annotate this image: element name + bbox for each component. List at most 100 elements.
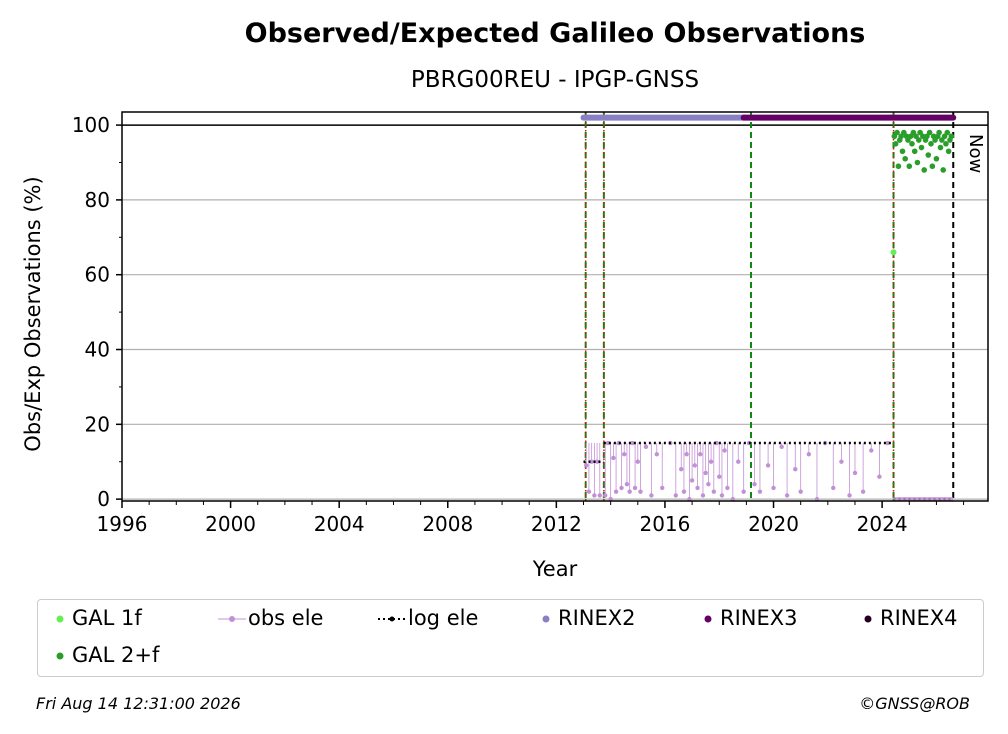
now-label: Now bbox=[965, 134, 986, 173]
y-tick-label-80: 80 bbox=[85, 188, 110, 212]
gal-2f-point-38 bbox=[943, 140, 949, 147]
obs-ele-point-43 bbox=[725, 485, 730, 491]
gal-2f-point-28 bbox=[929, 163, 936, 170]
obs-ele-point-46 bbox=[741, 489, 746, 494]
obs-ele-point-12 bbox=[619, 485, 624, 491]
obs-ele-point-66 bbox=[885, 440, 890, 446]
y-tick-label-0: 0 bbox=[97, 487, 110, 511]
footer-timestamp: Fri Aug 14 12:31:00 2026 bbox=[36, 694, 241, 713]
obs-ele-point-18 bbox=[635, 459, 640, 464]
gal-2f-point-39 bbox=[944, 129, 951, 136]
obs-ele-point-62 bbox=[852, 470, 858, 476]
gal-2f-point-18 bbox=[915, 137, 922, 143]
obs-ele-point-59 bbox=[831, 485, 836, 491]
obs-ele-point-22 bbox=[654, 452, 660, 457]
obs-ele-point-15 bbox=[627, 489, 632, 494]
obs-ele-point-13 bbox=[622, 452, 627, 457]
legend-marker-gal-1f bbox=[56, 615, 64, 623]
legend-item-gal-2f: GAL 2+f bbox=[52, 643, 159, 667]
legend-item-rinex4: RINEX4 bbox=[860, 606, 958, 630]
legend-item-log-ele: log ele bbox=[378, 606, 478, 630]
y-tick-label-100: 100 bbox=[72, 113, 110, 137]
obs-ele-point-19 bbox=[638, 489, 643, 494]
obs-ele-point-32 bbox=[695, 485, 700, 491]
obs-ele-point-40 bbox=[717, 474, 722, 479]
obs-ele-point-14 bbox=[624, 481, 630, 487]
legend-marker-obs-ele bbox=[218, 616, 246, 622]
gal-2f-point-25 bbox=[925, 152, 932, 158]
legend-marker-rinex4 bbox=[864, 615, 872, 623]
legend-item-obs-ele: obs ele bbox=[218, 606, 323, 630]
y-tick-label-20: 20 bbox=[85, 412, 110, 436]
obs-ele-point-64 bbox=[869, 448, 874, 453]
obs-ele-point-61 bbox=[847, 493, 852, 498]
obs-ele-point-49 bbox=[757, 489, 763, 494]
obs-ele-point-26 bbox=[679, 467, 684, 472]
legend: GAL 1f obs ele log ele RINEX2 RINEX3 RIN… bbox=[37, 599, 984, 677]
chart-title: Observed/Expected Galileo Observations bbox=[245, 18, 866, 49]
obs-ele-point-53 bbox=[784, 493, 790, 498]
obs-ele-point-57 bbox=[814, 496, 820, 502]
x-tick-label-2012: 2012 bbox=[531, 512, 582, 536]
obs-ele-point-31 bbox=[692, 463, 698, 468]
legend-label-obs-ele: obs ele bbox=[248, 606, 324, 630]
obs-ele-series bbox=[584, 440, 890, 502]
obs-ele-point-63 bbox=[860, 489, 866, 494]
legend-label-log-ele: log ele bbox=[408, 606, 479, 630]
obs-ele-point-38 bbox=[711, 489, 717, 494]
x-tick-label-2000: 2000 bbox=[205, 512, 256, 536]
gal-2f-point-42 bbox=[948, 133, 955, 140]
gal-2f-point-8 bbox=[902, 155, 909, 162]
y-tick-label-60: 60 bbox=[85, 263, 110, 287]
obs-ele-point-4 bbox=[594, 459, 600, 464]
obs-ele-point-42 bbox=[722, 448, 727, 453]
obs-ele-point-65 bbox=[877, 474, 882, 479]
obs-ele-point-17 bbox=[632, 485, 638, 491]
obs-ele-point-28 bbox=[684, 452, 689, 457]
gal-2f-point-22 bbox=[921, 167, 928, 173]
x-axis-label: Year bbox=[532, 557, 578, 581]
x-tick-label-2020: 2020 bbox=[748, 512, 799, 536]
obs-ele-point-27 bbox=[681, 489, 687, 494]
obs-ele-point-5 bbox=[597, 493, 602, 498]
legend-marker-rinex2 bbox=[542, 615, 550, 623]
gal-2f-point-15 bbox=[911, 148, 918, 155]
y-axis-label: Obs/Exp Observations (%) bbox=[21, 176, 45, 451]
gal-2f-point-34 bbox=[937, 144, 944, 151]
obs-ele-point-48 bbox=[752, 481, 757, 487]
obs-ele-point-34 bbox=[700, 493, 706, 498]
legend-item-gal-1f: GAL 1f bbox=[52, 606, 142, 630]
legend-marker-gal-2f bbox=[56, 652, 64, 660]
obs-ele-point-52 bbox=[779, 444, 784, 449]
gal-2f-point-13 bbox=[909, 140, 915, 147]
obs-ele-point-41 bbox=[719, 493, 725, 498]
gal-2f-point-40 bbox=[945, 148, 952, 155]
gal-2f-point-26 bbox=[926, 129, 933, 136]
obs-ele-point-55 bbox=[798, 489, 803, 494]
obs-ele-point-3 bbox=[592, 493, 597, 498]
obs-ele-point-54 bbox=[793, 467, 798, 472]
legend-label-gal-2f: GAL 2+f bbox=[72, 643, 160, 667]
obs-ele-point-16 bbox=[630, 440, 635, 446]
obs-ele-point-23 bbox=[660, 485, 665, 491]
gal-2f-point-33 bbox=[936, 129, 942, 136]
obs-ele-point-6 bbox=[603, 493, 608, 498]
obs-ele-point-44 bbox=[730, 496, 736, 502]
x-tick-label-2016: 2016 bbox=[639, 512, 690, 536]
gal-2f-point-11 bbox=[906, 163, 913, 170]
x-tick-label-2008: 2008 bbox=[422, 512, 473, 536]
gal-1f-point-0 bbox=[890, 249, 897, 256]
legend-label-rinex2: RINEX2 bbox=[558, 606, 636, 630]
x-tick-label-2004: 2004 bbox=[314, 512, 365, 536]
legend-label-rinex4: RINEX4 bbox=[880, 606, 958, 630]
plot-frame bbox=[121, 111, 989, 502]
obs-ele-point-10 bbox=[613, 489, 619, 494]
gal-2f-point-27 bbox=[928, 140, 934, 147]
legend-item-rinex3: RINEX3 bbox=[700, 606, 798, 630]
obs-ele-point-1 bbox=[586, 489, 592, 494]
obs-ele-point-56 bbox=[806, 452, 812, 457]
obs-ele-point-8 bbox=[608, 496, 613, 502]
obs-ele-point-29 bbox=[687, 496, 692, 502]
obs-ele-point-20 bbox=[643, 444, 649, 449]
